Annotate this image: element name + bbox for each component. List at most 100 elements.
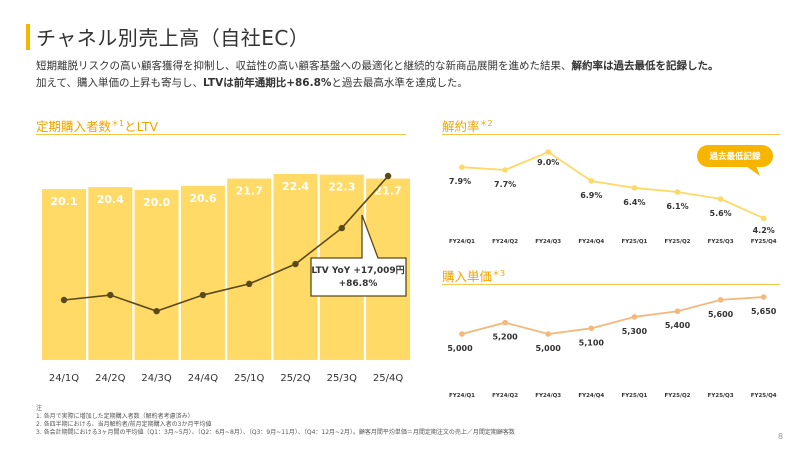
churn-value-label: 9.0% bbox=[537, 158, 559, 167]
price-value-label: 5,400 bbox=[665, 321, 691, 330]
subscriber-bar-value: 20.0 bbox=[143, 196, 170, 209]
subscriber-x-tick: 25/2Q bbox=[280, 373, 310, 384]
ltv-point bbox=[60, 296, 68, 304]
lead-line-2: 加えて、購入単価の上昇も寄与し、 bbox=[36, 77, 203, 89]
price-point bbox=[760, 294, 767, 300]
price-x-tick: FY25/Q2 bbox=[665, 393, 691, 399]
ltv-line bbox=[63, 175, 389, 313]
ltv-callout-line2: +86.8% bbox=[339, 279, 378, 289]
subscriber-bar bbox=[134, 189, 179, 360]
ltv-point bbox=[199, 291, 207, 299]
churn-point bbox=[631, 185, 638, 191]
ltv-point bbox=[153, 307, 160, 315]
title-accent-bar bbox=[26, 24, 30, 50]
price-value-label: 5,200 bbox=[492, 333, 518, 342]
footnote-1: 1. 各月で実際に増加した定期購入者数（解約者考慮済み） bbox=[36, 413, 194, 420]
subscriber-x-tick: 25/4Q bbox=[373, 373, 403, 384]
churn-point bbox=[459, 164, 465, 170]
footnote-2: 2. 各四半期における、当月解約者/前月定期購入者の3か月平均値 bbox=[36, 421, 212, 428]
subscriber-x-tick: 25/3Q bbox=[327, 373, 357, 384]
subscriber-bar-value: 20.4 bbox=[97, 193, 124, 206]
lead-line-2-tail: と過去最高水準を達成した。 bbox=[331, 77, 468, 89]
subscriber-bar bbox=[42, 189, 86, 360]
price-point bbox=[502, 319, 508, 326]
churn-point bbox=[760, 215, 767, 222]
price-title-text: 購入単価 bbox=[442, 269, 493, 284]
subscriber-x-tick: 25/1Q bbox=[234, 373, 264, 384]
price-value-label: 5,000 bbox=[447, 344, 473, 353]
price-value-label: 5,650 bbox=[751, 307, 777, 316]
lead-text: 短期離脱リスクの高い顧客獲得を抑制し、収益性の高い顧客基盤への最適化と継続的な新… bbox=[36, 58, 786, 92]
subscriber-x-tick: 24/1Q bbox=[49, 373, 79, 384]
churn-title-rule bbox=[442, 134, 780, 135]
churn-line bbox=[461, 150, 765, 220]
subscriber-bar-value: 20.1 bbox=[50, 195, 77, 208]
churn-badge-pointer bbox=[746, 166, 760, 176]
subscriber-bar-value: 21.7 bbox=[236, 185, 263, 198]
churn-point bbox=[674, 189, 681, 195]
churn-x-tick: FY25/Q2 bbox=[665, 239, 691, 245]
churn-value-label: 7.9% bbox=[449, 177, 471, 186]
price-point bbox=[545, 331, 551, 337]
churn-x-tick: FY25/Q4 bbox=[751, 239, 777, 245]
price-x-tick: FY25/Q4 bbox=[751, 393, 777, 399]
price-value-label: 5,000 bbox=[536, 344, 562, 353]
footnote-heading: 注 bbox=[36, 405, 43, 412]
churn-value-label: 4.2% bbox=[753, 226, 775, 235]
subscriber-bar-value: 22.3 bbox=[328, 181, 355, 194]
churn-badge bbox=[697, 145, 773, 167]
churn-title-sup: ＊2 bbox=[479, 118, 493, 128]
price-x-tick: FY24/Q4 bbox=[578, 393, 604, 399]
footnote-3: 3. 各会計期間における3ヶ月間の平均値（Q1：3月~5月）、（Q2：6月~8月… bbox=[36, 429, 515, 436]
subscriber-bar bbox=[88, 187, 133, 360]
price-x-tick: FY25/Q3 bbox=[708, 393, 734, 399]
churn-point bbox=[717, 196, 724, 202]
lead-line-1: 短期離脱リスクの高い顧客獲得を抑制し、収益性の高い顧客基盤への最適化と継続的な新… bbox=[36, 60, 572, 72]
churn-value-label: 6.4% bbox=[623, 198, 645, 207]
ltv-point bbox=[384, 172, 392, 180]
ltv-point bbox=[338, 224, 345, 232]
price-value-label: 5,100 bbox=[579, 338, 605, 347]
subscriber-bar bbox=[227, 178, 272, 360]
price-x-tick: FY25/Q1 bbox=[621, 393, 647, 399]
churn-badge-text: 過去最低記録 bbox=[708, 151, 761, 162]
price-title-rule bbox=[442, 284, 780, 285]
churn-x-tick: FY24/Q1 bbox=[449, 239, 475, 245]
churn-value-label: 7.7% bbox=[494, 180, 516, 189]
subscriber-bar-value: 20.6 bbox=[189, 192, 216, 205]
price-point bbox=[459, 331, 465, 337]
churn-x-tick: FY24/Q3 bbox=[535, 239, 561, 245]
churn-title-text: 解約率 bbox=[442, 119, 480, 134]
ltv-callout-line1: LTV YoY +17,009円 bbox=[311, 265, 404, 276]
subscriber-bar bbox=[180, 185, 225, 360]
price-point bbox=[631, 314, 638, 320]
churn-point bbox=[545, 149, 551, 155]
churn-x-tick: FY24/Q4 bbox=[578, 239, 604, 245]
lead-line-2-bold: LTVは前年通期比+86.8% bbox=[202, 77, 332, 89]
subscriber-x-tick: 24/2Q bbox=[95, 373, 125, 384]
subscribers-title-text: 定期購入者数 bbox=[36, 119, 112, 134]
churn-point bbox=[502, 167, 508, 173]
ltv-callout-box bbox=[310, 214, 407, 297]
page-number: 8 bbox=[778, 432, 784, 441]
ltv-point bbox=[292, 260, 299, 268]
lead-line-1-bold: 解約率は過去最低を記録した。 bbox=[571, 60, 719, 72]
ltv-point bbox=[246, 280, 253, 288]
churn-x-tick: FY25/Q3 bbox=[708, 239, 734, 245]
subscriber-bar-value: 22.4 bbox=[282, 180, 309, 193]
subscribers-title-rule bbox=[36, 134, 406, 135]
subscriber-x-tick: 24/4Q bbox=[188, 373, 218, 384]
churn-value-label: 5.6% bbox=[710, 209, 732, 218]
price-point bbox=[717, 297, 724, 303]
page-title: チャネル別売上高（自社EC） bbox=[36, 26, 310, 50]
subscribers-ltv-title: 定期購入者数＊1とLTV bbox=[36, 116, 158, 135]
footnotes: 注 1. 各月で実際に増加した定期購入者数（解約者考慮済み） 2. 各四半期にお… bbox=[36, 405, 515, 437]
churn-point bbox=[588, 178, 595, 184]
price-value-label: 5,600 bbox=[708, 310, 734, 319]
subscriber-bar-value: 21.7 bbox=[375, 185, 402, 198]
churn-value-label: 6.1% bbox=[666, 202, 688, 211]
churn-title: 解約率＊2 bbox=[442, 116, 493, 135]
churn-value-label: 6.9% bbox=[580, 191, 602, 200]
price-value-label: 5,300 bbox=[622, 327, 648, 336]
